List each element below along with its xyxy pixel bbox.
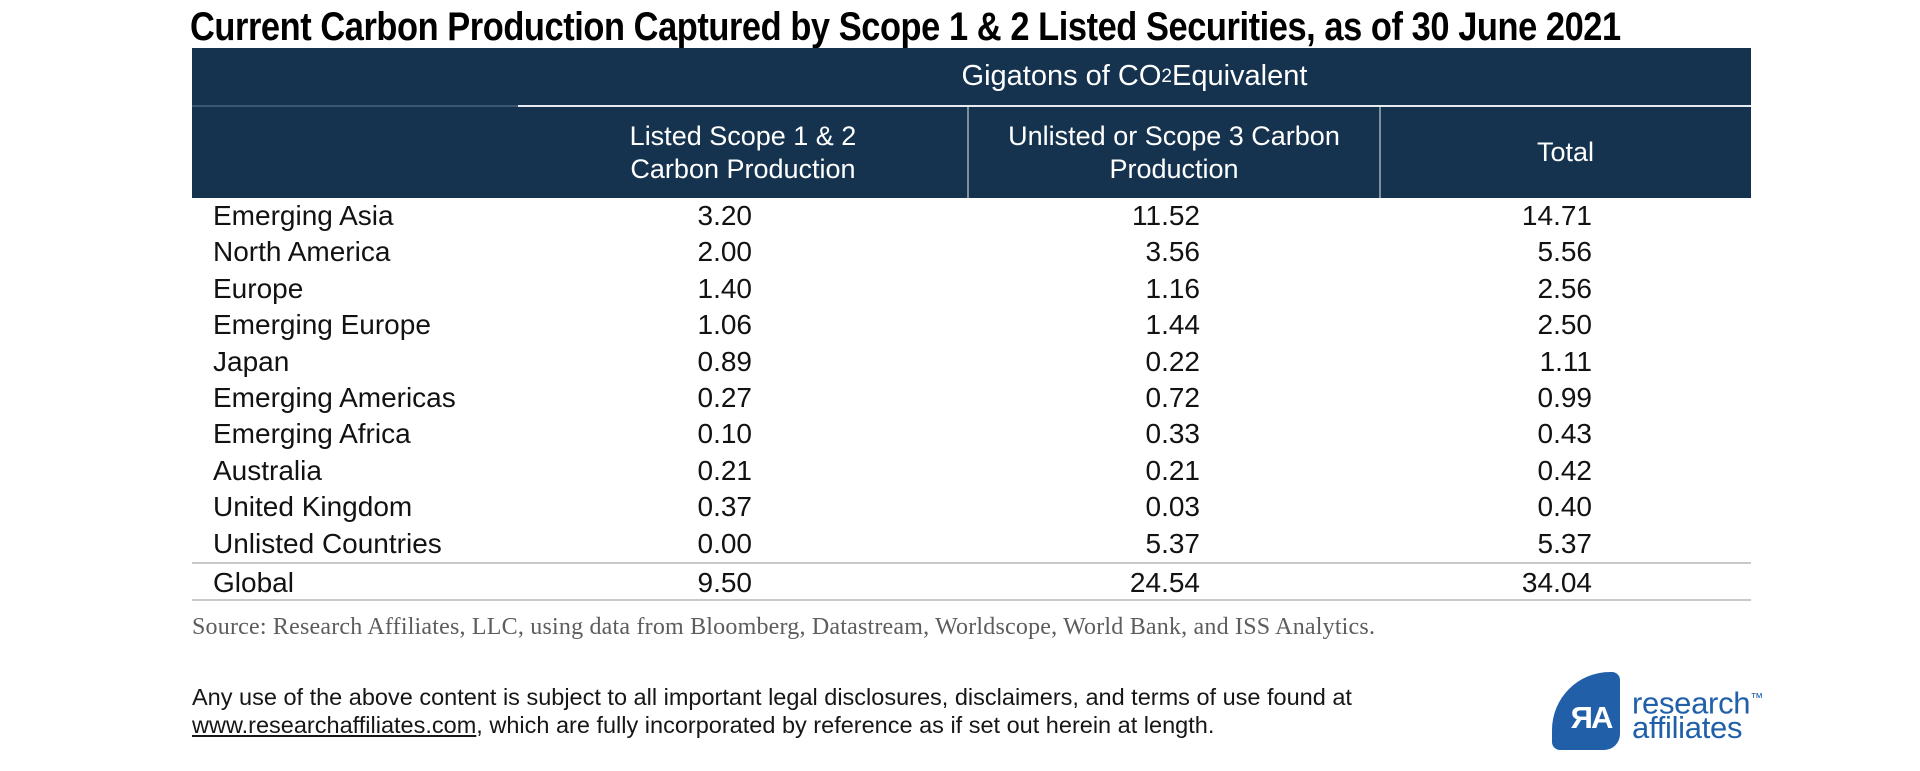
unlisted-value: 5.37 — [1145, 527, 1201, 559]
listed-value: 1.40 — [697, 272, 753, 304]
unlisted-value: 1.16 — [1145, 272, 1201, 304]
unlisted-value: 11.52 — [1132, 200, 1200, 231]
column-header-listed: Listed Scope 1 & 2 Carbon Production — [518, 107, 968, 198]
listed-value: 2.00 — [697, 236, 753, 268]
unlisted-value: 0.33 — [1145, 418, 1201, 450]
listed-value: 0.89 — [697, 345, 753, 377]
column-header-unlisted-line2: Production — [1109, 153, 1239, 184]
column-separator-1 — [967, 107, 969, 198]
page-title: Current Carbon Production Captured by Sc… — [190, 5, 1621, 49]
total-value: 0.40 — [1537, 491, 1593, 523]
region-label: Japan — [213, 345, 290, 377]
region-label: United Kingdom — [213, 491, 413, 523]
table-row: United Kingdom 0.37 0.03 0.40 — [192, 489, 1751, 525]
total-value: 5.37 — [1537, 527, 1593, 559]
region-label: Australia — [213, 454, 322, 486]
table-row: Australia 0.21 0.21 0.42 — [192, 453, 1751, 489]
region-label: Emerging Europe — [213, 309, 431, 341]
trademark-symbol: ™ — [1750, 690, 1763, 705]
unlisted-value: 0.72 — [1145, 381, 1201, 413]
table-row: Emerging Africa 0.10 0.33 0.43 — [192, 416, 1751, 452]
table-row: Emerging Asia 3.20 11.52 14.71 — [192, 198, 1751, 234]
legal-disclaimer: Any use of the above content is subject … — [192, 683, 1352, 739]
total-value: 2.50 — [1537, 309, 1593, 341]
region-label: Unlisted Countries — [213, 527, 442, 559]
unlisted-value: 0.03 — [1145, 491, 1201, 523]
listed-value: 3.20 — [697, 200, 753, 231]
total-value: 0.43 — [1537, 418, 1593, 450]
table-row: North America 2.00 3.56 5.56 — [192, 234, 1751, 270]
unit-suffix: Equivalent — [1172, 60, 1308, 92]
unit-group-header: Gigatons of CO 2 Equivalent — [518, 48, 1751, 105]
total-value: 2.56 — [1537, 272, 1593, 304]
header-divider-left — [192, 105, 518, 107]
column-header-total: Total — [1380, 107, 1751, 198]
unit-prefix: Gigatons of CO — [961, 60, 1162, 92]
researchaffiliates-link[interactable]: www.researchaffiliates.com — [192, 712, 477, 738]
total-value: 1.11 — [1539, 345, 1592, 377]
total-value: 34.04 — [1521, 566, 1592, 598]
listed-value: 0.00 — [697, 527, 753, 559]
unlisted-value: 1.44 — [1145, 309, 1201, 341]
table-row-global: Global 9.50 24.54 34.04 — [192, 561, 1751, 601]
source-note: Source: Research Affiliates, LLC, using … — [192, 614, 1376, 640]
table-row: Europe 1.40 1.16 2.56 — [192, 271, 1751, 307]
unit-subscript: 2 — [1161, 65, 1172, 87]
column-header-listed-line1: Listed Scope 1 & 2 — [629, 120, 857, 151]
region-label: Europe — [213, 272, 304, 304]
listed-value: 1.06 — [697, 309, 753, 341]
total-value: 14.71 — [1521, 200, 1592, 231]
table-row: Japan 0.89 0.22 1.11 — [192, 344, 1751, 380]
table-body: Emerging Asia 3.20 11.52 14.71 North Ame… — [192, 198, 1751, 601]
disclaimer-line1: Any use of the above content is subject … — [192, 684, 1352, 710]
header-divider — [518, 105, 1751, 107]
unlisted-value: 0.21 — [1145, 454, 1201, 486]
listed-value: 0.27 — [697, 381, 753, 413]
unlisted-value: 24.54 — [1129, 566, 1200, 598]
logo-word-affiliates: affiliates — [1632, 710, 1743, 746]
listed-value: 0.10 — [697, 418, 753, 450]
column-header-listed-line2: Carbon Production — [630, 153, 856, 184]
column-header-unlisted-line1: Unlisted or Scope 3 Carbon — [1008, 120, 1340, 151]
logo-wordmark: research™ affiliates — [1632, 672, 1763, 750]
region-label: Emerging Africa — [213, 418, 411, 450]
table-row: Unlisted Countries 0.00 5.37 5.37 — [192, 526, 1751, 562]
unlisted-value: 3.56 — [1145, 236, 1201, 268]
research-affiliates-logo: ЯA research™ affiliates — [1552, 672, 1763, 750]
listed-value: 9.50 — [697, 566, 753, 598]
column-separator-2 — [1379, 107, 1381, 198]
logo-word-research: research — [1632, 685, 1751, 721]
table-header-band: Gigatons of CO 2 Equivalent Listed Scope … — [192, 48, 1751, 198]
total-value: 0.99 — [1537, 381, 1593, 413]
table-row: Emerging Americas 0.27 0.72 0.99 — [192, 380, 1751, 416]
region-label: Emerging Americas — [213, 381, 456, 413]
region-label: Global — [213, 566, 294, 598]
column-header-total-label: Total — [1536, 137, 1595, 167]
region-label: Emerging Asia — [213, 200, 394, 231]
region-label: North America — [213, 236, 391, 268]
logo-monogram: ЯA — [1570, 700, 1614, 735]
total-value: 5.56 — [1537, 236, 1593, 268]
unlisted-value: 0.22 — [1145, 345, 1201, 377]
disclaimer-line2: , which are fully incorporated by refere… — [476, 712, 1215, 738]
column-header-unlisted: Unlisted or Scope 3 Carbon Production — [968, 107, 1380, 198]
listed-value: 0.37 — [697, 491, 753, 523]
table-row: Emerging Europe 1.06 1.44 2.50 — [192, 307, 1751, 343]
listed-value: 0.21 — [697, 454, 753, 486]
total-value: 0.42 — [1537, 454, 1593, 486]
research-affiliates-logo-icon: ЯA — [1552, 672, 1620, 750]
